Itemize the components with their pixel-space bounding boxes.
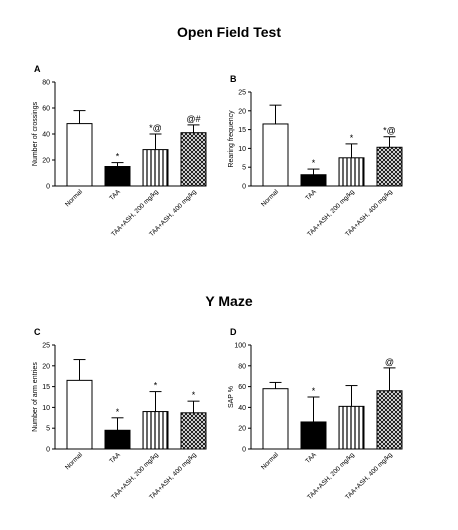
bar-2: [338, 157, 365, 187]
bar-0: [66, 379, 93, 450]
y-tick-label: 0: [46, 447, 50, 454]
y-tick-label: 40: [238, 405, 246, 412]
y-tick-label: 0: [242, 447, 246, 454]
y-tick-label: 0: [242, 184, 246, 191]
chart-panel-a: A 0 20 40 60 80 Number of crossings Normal * TAA *…: [32, 64, 207, 238]
x-tick-label: Normal: [64, 451, 84, 471]
y-axis-label: Number of arm entries: [32, 362, 39, 432]
bar-1: [300, 421, 327, 450]
x-tick-label: TAA: [108, 451, 122, 465]
section-title-open-field: Open Field Test: [177, 24, 281, 40]
y-tick-label: 10: [238, 146, 246, 153]
significance-label: *: [154, 381, 158, 391]
y-tick-label: 5: [46, 426, 50, 433]
y-tick-label: 25: [238, 90, 246, 97]
significance-label: *: [116, 407, 120, 417]
y-tick-label: 20: [238, 426, 246, 433]
significance-label: @: [385, 357, 394, 367]
y-tick-label: 25: [42, 343, 50, 350]
significance-label: *: [192, 390, 196, 400]
bar-0: [66, 123, 93, 187]
x-tick-label: TAA: [304, 451, 318, 465]
bar-2: [142, 411, 169, 450]
x-tick-label: TAA: [304, 188, 318, 202]
y-axis-label: Rearing frequency: [228, 110, 235, 168]
bar-1: [104, 166, 131, 187]
bar-1: [300, 174, 327, 187]
bar-0: [262, 123, 289, 187]
y-tick-label: 20: [238, 108, 246, 115]
section-title-y-maze: Y Maze: [205, 293, 253, 309]
y-tick-label: 40: [42, 132, 50, 139]
y-axis-label: Number of crossings: [32, 101, 39, 166]
significance-label: *@: [149, 123, 162, 133]
significance-label: @#: [186, 114, 200, 124]
x-tick-label: Normal: [64, 188, 84, 208]
y-axis-label: SAP %: [228, 386, 235, 408]
panel-letter: B: [230, 74, 237, 84]
y-tick-label: 80: [238, 363, 246, 370]
bar-0: [262, 388, 289, 450]
x-tick-label: Normal: [260, 451, 280, 471]
bar-2: [142, 149, 169, 187]
significance-label: *: [116, 152, 120, 162]
x-tick-label: TAA: [108, 188, 122, 202]
y-tick-label: 60: [238, 384, 246, 391]
bar-3: [376, 390, 403, 450]
y-tick-label: 15: [238, 127, 246, 134]
bar-1: [104, 429, 131, 450]
y-tick-label: 60: [42, 106, 50, 113]
bar-3: [180, 132, 207, 187]
significance-label: *: [350, 133, 354, 143]
significance-label: *: [312, 386, 316, 396]
significance-label: *: [312, 158, 316, 168]
significance-label: *@: [383, 126, 396, 136]
y-tick-label: 20: [42, 158, 50, 165]
bar-3: [376, 146, 403, 187]
y-tick-label: 0: [46, 184, 50, 191]
y-tick-label: 100: [234, 343, 246, 350]
panel-letter: C: [34, 327, 41, 337]
y-tick-label: 10: [42, 405, 50, 412]
chart-panel-c: C 0 5 10 15 20 25 Number of arm entries Normal * T…: [32, 327, 207, 501]
y-tick-label: 5: [242, 165, 246, 172]
panel-letter: A: [34, 64, 41, 74]
y-tick-label: 15: [42, 384, 50, 391]
bar-3: [180, 412, 207, 450]
x-tick-label: Normal: [260, 188, 280, 208]
y-tick-label: 80: [42, 80, 50, 87]
y-tick-label: 20: [42, 363, 50, 370]
panel-letter: D: [230, 327, 237, 337]
bar-2: [338, 405, 365, 450]
